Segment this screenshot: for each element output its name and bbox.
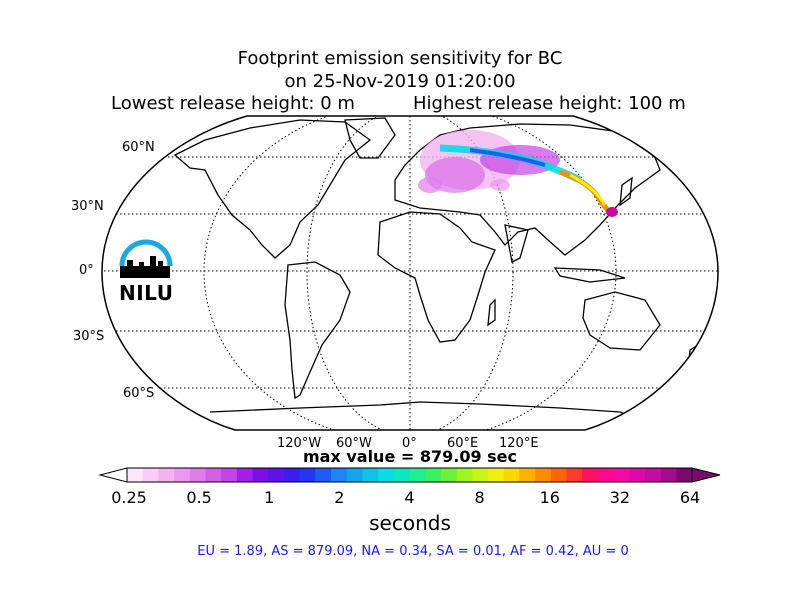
greenland [344,117,396,159]
nilu-logo [119,239,173,278]
colorbar-swatch [142,468,159,482]
logo-arc [119,239,173,267]
japan [619,176,633,207]
colorbar-swatch [378,468,395,482]
colorbar-tick-label: 2 [334,488,345,507]
chart-date: on 25-Nov-2019 01:20:00 [284,71,516,92]
lon-label-120e: 120°E [499,436,539,451]
colorbar-tick-label: 32 [609,488,631,507]
colorbar-swatch [582,468,599,482]
max-value: max value = 879.09 sec [302,447,518,466]
colorbar-swatch [283,468,301,482]
lat-label-60n: 60°N [122,140,155,155]
colorbar-swatch [268,468,285,482]
colorbar-swatch [519,468,536,482]
colorbar-swatch [644,468,662,482]
colorbar-swatch [597,468,615,482]
colorbar-swatch [472,468,489,482]
lat-label-60s: 60°S [123,386,155,401]
colorbar-swatch [660,468,677,482]
regional-values: EU = 1.89, AS = 879.09, NA = 0.34, SA = … [197,544,629,559]
north-america [173,119,372,259]
colorbar-swatch [299,468,316,482]
logo-skyline [120,266,170,278]
footprint-plume [418,130,618,217]
colorbar-tick-label: 16 [539,488,560,507]
africa [377,211,496,343]
colorbar-swatch [535,468,552,482]
colorbar-swatch [252,468,269,482]
chart-title: Footprint emission sensitivity for BC [237,48,563,69]
colorbar-tick-label: 0.25 [111,488,147,507]
highest-release-height: Highest release height: 100 m [413,93,686,114]
colorbar-swatch [629,468,646,482]
colorbar-swatch [236,468,254,482]
indonesia [553,267,626,283]
colorbar-swatch [362,468,379,482]
colorbar-swatch [205,468,222,482]
graticule [102,116,718,430]
madagascar [487,298,496,327]
logo-text: NILU [119,281,174,305]
india [504,224,529,263]
lon-label-0: 0° [402,436,417,451]
lat-label-0: 0° [79,263,94,278]
colorbar-swatch [440,468,458,482]
colorbar-tick-label: 64 [679,488,701,507]
lon-label-60w: 60°W [336,436,372,451]
australia [582,291,661,351]
colorbar-swatch [425,468,442,482]
colorbar-extend-left [98,467,128,483]
lowest-release-height: Lowest release height: 0 m [111,93,355,114]
colorbar-swatch [393,468,410,482]
colorbar-swatch [487,468,505,482]
colorbar-tick-label: 4 [404,488,415,507]
colorbar-swatch [158,468,175,482]
colorbar-swatch [409,468,426,482]
colorbar-swatch [550,468,567,482]
colorbar [126,467,693,483]
colorbar-swatch [456,468,473,482]
colorbar-tick-label: 1 [264,488,275,507]
colorbar-swatch [174,468,191,482]
antarctica [209,401,641,421]
new-zealand [687,343,699,374]
colorbar-swatch [189,468,206,482]
lon-label-120w: 120°W [277,436,322,451]
colorbar-unit: seconds [369,511,451,535]
colorbar-swatch [676,468,693,482]
coastlines [173,117,699,421]
meridian-120 [203,116,617,430]
south-america [284,261,351,400]
lat-label-30n: 30°N [71,199,104,214]
colorbar-swatch [566,468,583,482]
colorbar-swatch [346,468,363,482]
globe-outline [101,115,719,431]
colorbar-swatch [127,468,144,482]
colorbar-swatch [315,468,332,482]
colorbar-tick-label: 0.5 [186,488,212,507]
colorbar-swatch [331,468,348,482]
lat-label-30s: 30°S [73,329,105,344]
colorbar-extend-right [691,467,721,483]
colorbar-tick-label: 8 [474,488,485,507]
lon-label-60e: 60°E [447,436,479,451]
colorbar-swatch [221,468,238,482]
meridian-60 [306,116,514,430]
colorbar-swatch [613,468,630,482]
colorbar-swatch [503,468,520,482]
